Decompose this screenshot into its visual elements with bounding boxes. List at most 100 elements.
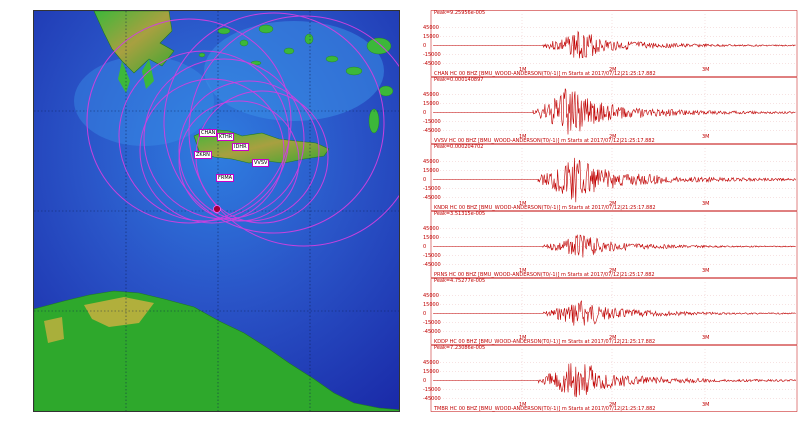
trace-station-label: TMBR HC 00 BHZ [BMU_WOOD-ANDERSON(T0/-1)… (434, 406, 656, 412)
map-view[interactable]: CHAN KTHR IDHR ZKRN VVSV FRMA (33, 10, 400, 412)
trace-plot (430, 211, 798, 278)
time-tick-label: 2M (609, 133, 617, 140)
trace-frame (430, 77, 798, 144)
station-label[interactable]: VVSV (252, 159, 270, 167)
amplitude-tick-label: 15000 (423, 368, 439, 375)
amplitude-tick-label: -15000 (423, 185, 441, 192)
libya-highlands (84, 297, 154, 327)
trace-plot (430, 10, 798, 77)
station-label[interactable]: CHAN (199, 129, 218, 137)
trace-peak-label: Peak=3.51315e-005 (434, 211, 486, 217)
time-tick-label: 2M (609, 401, 617, 408)
trace-frame (430, 278, 798, 345)
amplitude-tick-label: -45000 (423, 328, 441, 335)
time-tick-label: 2M (609, 200, 617, 207)
trace-station-label: KDDP HC 00 BHZ [BMU_WOOD-ANDERSON(T0/-1)… (434, 339, 656, 345)
waveform-line (433, 363, 796, 398)
time-tick-label: 3M (702, 267, 710, 274)
amplitude-tick-label: 0 (423, 243, 427, 250)
seismogram-trace[interactable]: 45000 15000 0 -15000 -45000 1M 2M 3M Peak=3.5131… (423, 211, 798, 278)
amplitude-tick-label: 45000 (423, 359, 439, 366)
amplitude-tick-label: 0 (423, 109, 427, 116)
amplitude-tick-label: 15000 (423, 301, 439, 308)
trace-frame (430, 10, 798, 77)
amplitude-tick-label: 45000 (423, 158, 439, 165)
trace-plot (430, 77, 798, 144)
trace-station-label: CHAN HC 00 BHZ [BMU_WOOD-ANDERSON(T0/-1)… (434, 71, 656, 77)
waveform-line (433, 300, 796, 326)
seismic-map (34, 11, 399, 411)
amplitude-tick-label: 45000 (423, 91, 439, 98)
seismogram-trace[interactable]: 45000 15000 0 -15000 -45000 1M 2M 3M Peak=4.7527… (423, 278, 798, 345)
trace-frame (430, 345, 798, 412)
amplitude-tick-label: 45000 (423, 225, 439, 232)
amplitude-tick-label: 15000 (423, 33, 439, 40)
amplitude-tick-label: -45000 (423, 60, 441, 67)
amplitude-tick-label: 0 (423, 176, 427, 183)
time-tick-label: 3M (702, 334, 710, 341)
time-tick-label: 3M (702, 133, 710, 140)
time-tick-label: 1M (519, 334, 527, 341)
station-label[interactable]: ZKRN (194, 151, 212, 159)
trace-station-label: VVSV HC 00 BHZ [BMU_WOOD-ANDERSON(T0/-1)… (434, 138, 655, 144)
trace-plot (430, 144, 798, 211)
amplitude-tick-label: 15000 (423, 167, 439, 174)
trace-station-label: KNDR HC 00 BHZ [BMU_WOOD-ANDERSON(T0/-1)… (434, 205, 656, 211)
sea-shelf (204, 21, 384, 121)
time-tick-label: 1M (519, 66, 527, 73)
trace-plot (430, 345, 798, 412)
amplitude-tick-label: 0 (423, 377, 427, 384)
amplitude-tick-label: -15000 (423, 118, 441, 125)
time-tick-label: 3M (702, 200, 710, 207)
amplitude-tick-label: -15000 (423, 386, 441, 393)
sea-shelf (74, 56, 214, 146)
amplitude-tick-label: -15000 (423, 319, 441, 326)
seismogram-trace[interactable]: 45000 15000 0 -15000 -45000 1M 2M 3M Peak=0.0002… (423, 144, 798, 211)
trace-frame (430, 211, 798, 278)
amplitude-tick-label: 45000 (423, 292, 439, 299)
landmass-peninsula (142, 59, 154, 89)
trace-peak-label: Peak=0.000140897 (434, 77, 484, 83)
seismogram-trace[interactable]: 45000 15000 0 -15000 -45000 1M 2M 3M Peak=9.2595… (423, 10, 798, 77)
time-tick-label: 2M (609, 334, 617, 341)
trace-peak-label: Peak=7.23086e-005 (434, 345, 486, 351)
station-label[interactable]: KTHR (217, 133, 235, 141)
time-tick-label: 2M (609, 267, 617, 274)
seismogram-panel: 45000 15000 0 -15000 -45000 1M 2M 3M Peak=9.2595… (423, 10, 798, 412)
time-tick-label: 1M (519, 133, 527, 140)
amplitude-tick-label: -45000 (423, 194, 441, 201)
station-label[interactable]: FRMA (216, 174, 235, 182)
time-tick-label: 2M (609, 66, 617, 73)
trace-peak-label: Peak=9.25956e-005 (434, 10, 486, 16)
trace-peak-label: Peak=4.75277e-005 (434, 278, 486, 284)
epicenter-marker (213, 205, 221, 213)
libya-highlands (44, 317, 64, 343)
station-label[interactable]: IDHR (232, 143, 249, 151)
trace-peak-label: Peak=0.000204702 (434, 144, 484, 150)
amplitude-tick-label: -45000 (423, 127, 441, 134)
time-tick-label: 1M (519, 200, 527, 207)
waveform-line (433, 234, 796, 258)
trace-station-label: PRNS HC 00 BHZ [BMU_WOOD-ANDERSON(T0/-1)… (434, 272, 655, 278)
seismogram-trace[interactable]: 45000 15000 0 -15000 -45000 1M 2M 3M Peak=7.2308… (423, 345, 798, 412)
time-tick-label: 1M (519, 401, 527, 408)
amplitude-tick-label: 0 (423, 310, 427, 317)
amplitude-tick-label: -45000 (423, 261, 441, 268)
amplitude-tick-label: 15000 (423, 100, 439, 107)
amplitude-tick-label: 45000 (423, 24, 439, 31)
landmass-peninsula (118, 61, 130, 93)
time-tick-label: 3M (702, 66, 710, 73)
trace-frame (430, 144, 798, 211)
time-tick-label: 3M (702, 401, 710, 408)
waveform-line (433, 30, 796, 59)
time-tick-label: 1M (519, 267, 527, 274)
trace-plot (430, 278, 798, 345)
amplitude-tick-label: -45000 (423, 395, 441, 402)
amplitude-tick-label: 15000 (423, 234, 439, 241)
seismogram-trace[interactable]: 45000 15000 0 -15000 -45000 1M 2M 3M Peak=0.0001… (423, 77, 798, 144)
waveform-line (433, 157, 796, 203)
amplitude-tick-label: 0 (423, 42, 427, 49)
amplitude-tick-label: -15000 (423, 252, 441, 259)
waveform-line (433, 88, 796, 135)
amplitude-tick-label: -15000 (423, 51, 441, 58)
